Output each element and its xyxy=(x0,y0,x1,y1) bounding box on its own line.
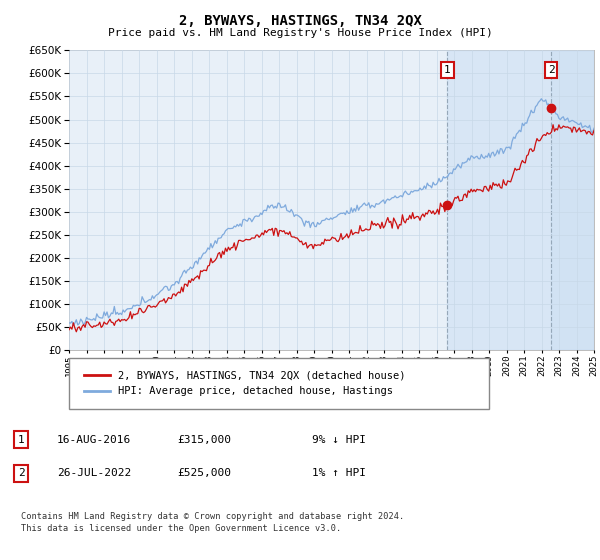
Text: £315,000: £315,000 xyxy=(177,435,231,445)
FancyBboxPatch shape xyxy=(69,358,489,409)
Bar xyxy=(551,50,594,350)
Text: 26-JUL-2022: 26-JUL-2022 xyxy=(57,468,131,478)
Text: 1: 1 xyxy=(17,435,25,445)
Text: 16-AUG-2016: 16-AUG-2016 xyxy=(57,435,131,445)
Bar xyxy=(448,50,594,350)
Text: Price paid vs. HM Land Registry's House Price Index (HPI): Price paid vs. HM Land Registry's House … xyxy=(107,28,493,38)
Text: 2: 2 xyxy=(17,468,25,478)
Text: 9% ↓ HPI: 9% ↓ HPI xyxy=(312,435,366,445)
Text: Contains HM Land Registry data © Crown copyright and database right 2024.
This d: Contains HM Land Registry data © Crown c… xyxy=(21,512,404,533)
Text: £525,000: £525,000 xyxy=(177,468,231,478)
Text: 2, BYWAYS, HASTINGS, TN34 2QX: 2, BYWAYS, HASTINGS, TN34 2QX xyxy=(179,14,421,28)
Text: 1% ↑ HPI: 1% ↑ HPI xyxy=(312,468,366,478)
Text: 1: 1 xyxy=(444,65,451,75)
Legend: 2, BYWAYS, HASTINGS, TN34 2QX (detached house), HPI: Average price, detached hou: 2, BYWAYS, HASTINGS, TN34 2QX (detached … xyxy=(79,366,410,402)
Text: 2: 2 xyxy=(548,65,554,75)
